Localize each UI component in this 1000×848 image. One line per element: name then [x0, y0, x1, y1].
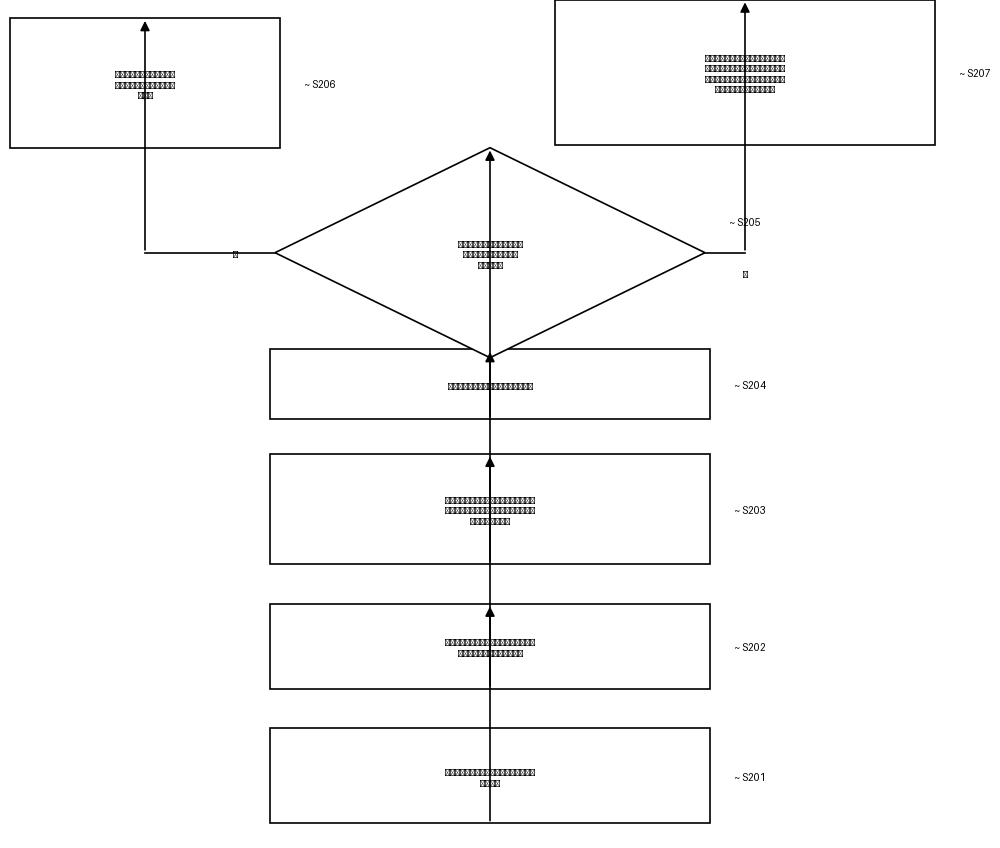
- Bar: [270, 349, 710, 419]
- Bar: [270, 728, 710, 823]
- Bar: [270, 454, 710, 564]
- Bar: [555, 0, 935, 144]
- Bar: [270, 604, 710, 689]
- Bar: [10, 18, 280, 148]
- Polygon shape: [275, 148, 705, 358]
